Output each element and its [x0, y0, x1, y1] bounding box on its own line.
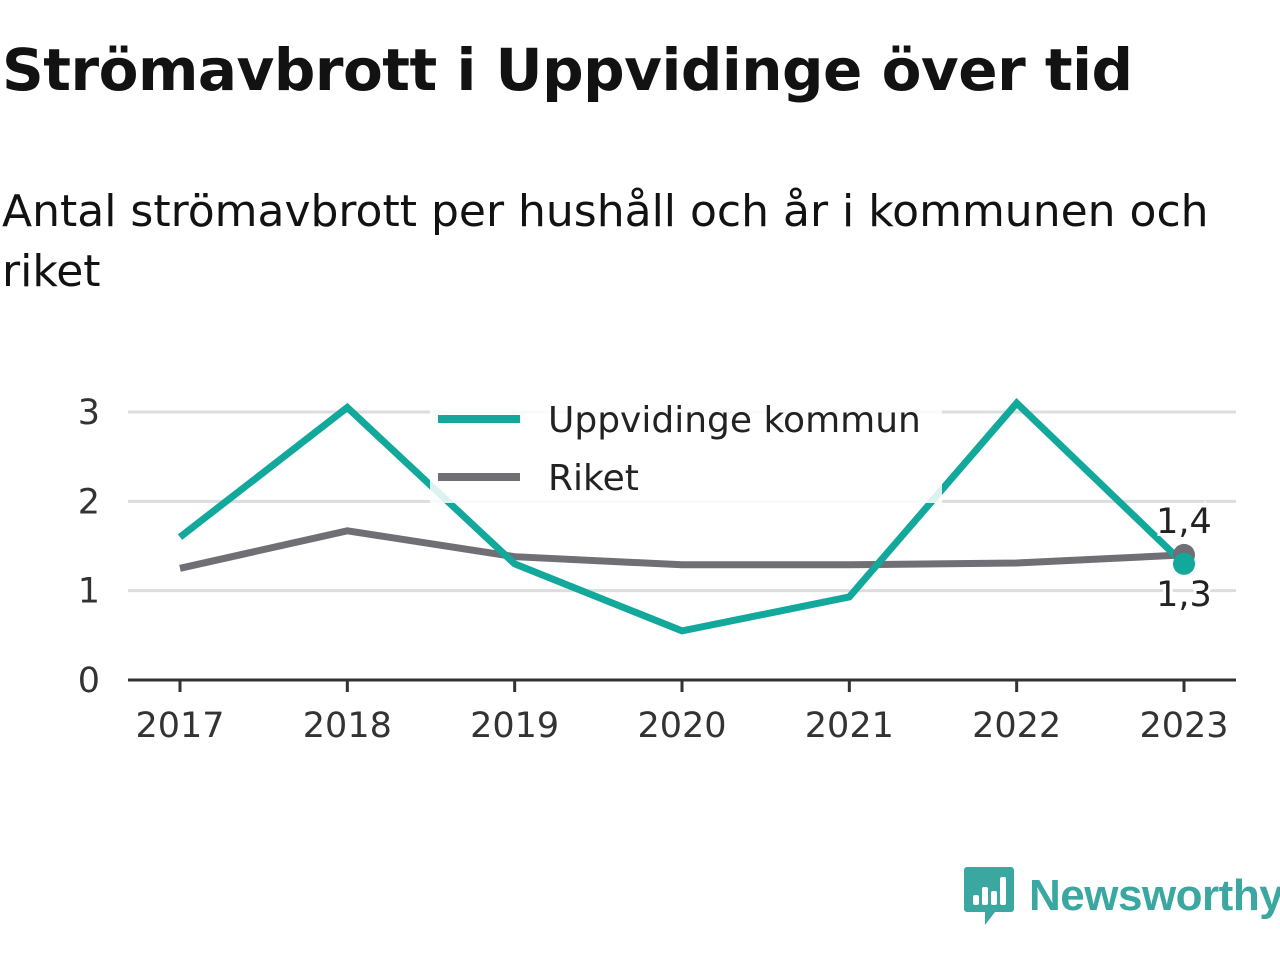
chart-title: Strömavbrott i Uppvidinge över tid: [2, 36, 1133, 104]
y-axis: 0 1 2 3: [78, 393, 100, 701]
y-tick-label: 0: [78, 661, 100, 701]
newsworthy-brand: Newsworthy: [963, 864, 1280, 928]
chart-subtitle: Antal strömavbrott per hushåll och år i …: [2, 186, 1209, 297]
end-label-uppvidinge: 1,3: [1156, 575, 1212, 615]
series-lines: [177, 398, 1187, 635]
x-tick-label: 2022: [972, 706, 1061, 746]
newsworthy-chart-bubble-icon: [964, 867, 1014, 925]
x-tick-label: 2021: [805, 706, 894, 746]
y-tick-label: 1: [78, 572, 100, 612]
legend-label: Uppvidinge kommun: [548, 400, 921, 441]
series-line: [177, 398, 1187, 635]
x-tick-label: 2020: [637, 706, 726, 746]
y-tick-label: 3: [78, 393, 100, 433]
end-labels: 1,4 1,3: [1153, 499, 1215, 618]
x-tick-label: 2023: [1139, 706, 1228, 746]
series-line: [179, 527, 1185, 572]
x-axis: 2017 2018 2019 2020 2021 2022 2023: [128, 678, 1236, 746]
legend-background: [430, 395, 942, 503]
x-tick-label: 2019: [470, 706, 559, 746]
legend-label: Riket: [548, 458, 639, 499]
legend: Uppvidinge kommun Riket: [430, 395, 942, 503]
x-tick-label: 2018: [303, 706, 392, 746]
end-label-riket: 1,4: [1156, 502, 1212, 542]
y-tick-label: 2: [78, 482, 100, 522]
brand-name: Newsworthy: [1029, 871, 1280, 920]
end-point-uppvidinge: [1173, 552, 1195, 575]
x-tick-label: 2017: [135, 706, 224, 746]
